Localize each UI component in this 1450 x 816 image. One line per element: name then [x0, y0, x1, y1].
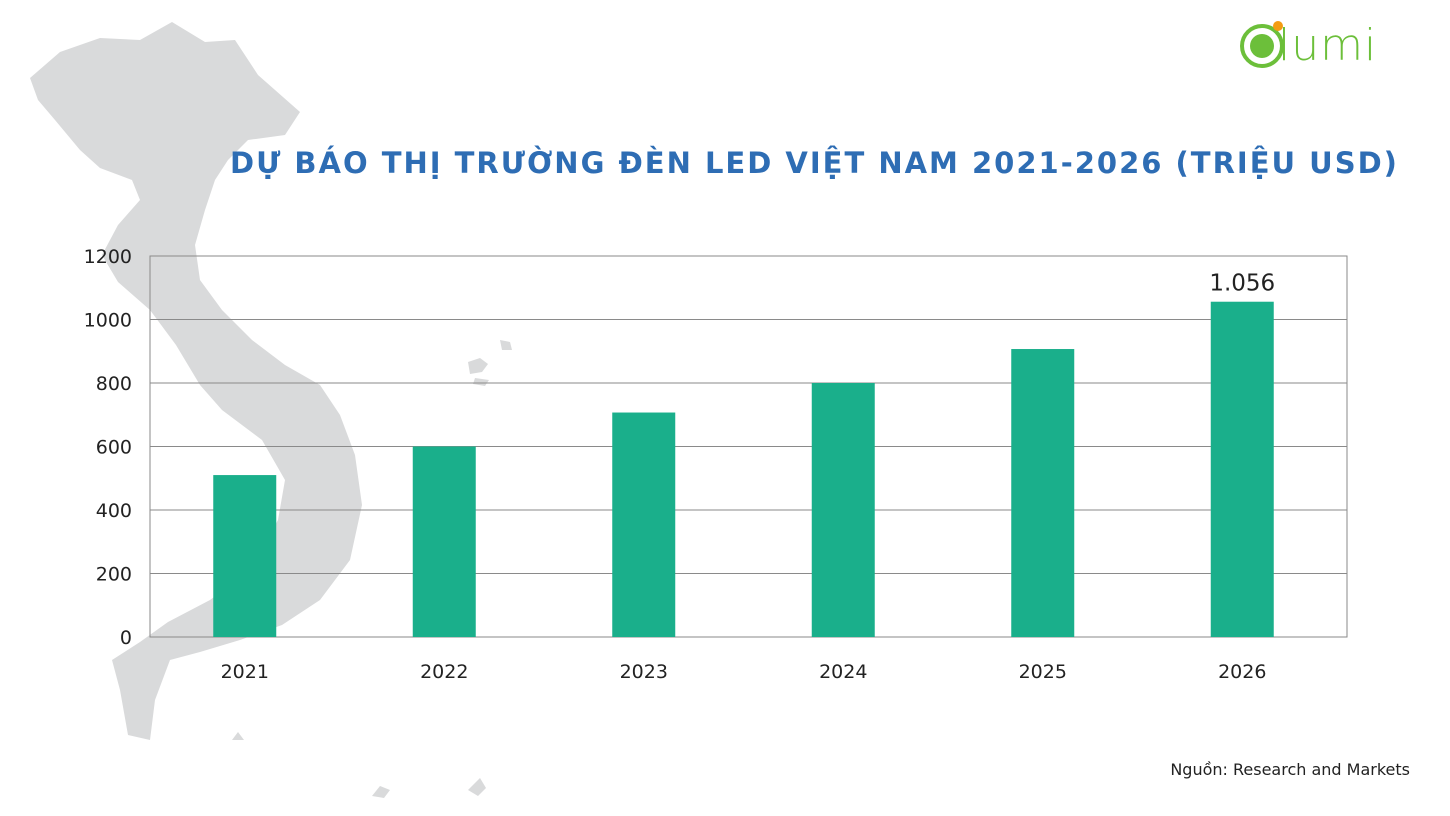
chart-title: DỰ BÁO THỊ TRƯỜNG ĐÈN LED VIỆT NAM 2021-… — [230, 146, 1399, 180]
y-tick-label: 1200 — [84, 246, 132, 268]
data-label: 1.056 — [1209, 271, 1275, 297]
bar-2023 — [612, 412, 676, 637]
y-tick-label: 800 — [96, 373, 132, 395]
x-tick-label: 2021 — [221, 661, 269, 683]
x-tick-label: 2025 — [1019, 661, 1067, 683]
x-tick-label: 2024 — [819, 661, 867, 683]
bar-2022 — [412, 446, 476, 637]
plot-frame — [149, 255, 1348, 638]
bar-2026 — [1210, 301, 1274, 637]
vietnam-map-background — [30, 22, 512, 798]
y-tick-label: 400 — [96, 500, 132, 522]
y-tick-label: 600 — [96, 437, 132, 459]
bar-2025 — [1011, 349, 1075, 637]
y-tick-label: 1000 — [84, 310, 132, 332]
logo-wordmark: lumi — [1278, 20, 1378, 71]
bar-2021 — [213, 475, 277, 637]
x-tick-label: 2023 — [620, 661, 668, 683]
x-tick-label: 2022 — [420, 661, 468, 683]
lumi-logo-icon — [1240, 21, 1284, 68]
x-tick-label: 2026 — [1218, 661, 1266, 683]
bar-2024 — [811, 383, 875, 637]
y-tick-label: 200 — [96, 564, 132, 586]
y-tick-label: 0 — [120, 627, 132, 649]
source-note: Nguồn: Research and Markets — [1170, 760, 1410, 779]
